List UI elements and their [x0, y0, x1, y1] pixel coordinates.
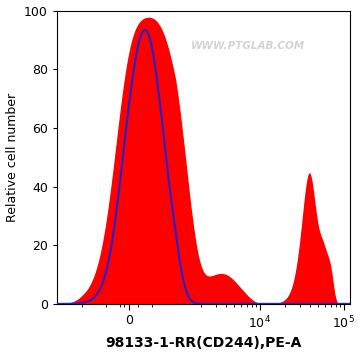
Text: WWW.PTGLAB.COM: WWW.PTGLAB.COM: [191, 41, 305, 51]
Y-axis label: Relative cell number: Relative cell number: [5, 93, 18, 222]
X-axis label: 98133-1-RR(CD244),PE-A: 98133-1-RR(CD244),PE-A: [105, 336, 302, 350]
